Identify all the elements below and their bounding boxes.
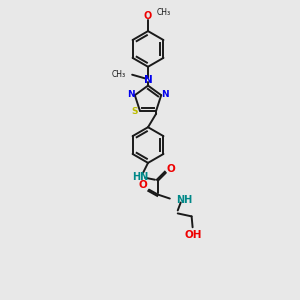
Text: N: N [144,75,152,85]
Text: S: S [132,107,138,116]
Text: CH₃: CH₃ [157,8,171,17]
Text: NH: NH [176,194,192,205]
Text: OH: OH [185,230,202,240]
Text: O: O [144,11,152,21]
Text: N: N [127,90,135,99]
Text: CH₃: CH₃ [112,70,126,79]
Text: N: N [161,90,169,99]
Text: O: O [139,180,147,190]
Text: O: O [167,164,175,174]
Text: HN: HN [132,172,148,182]
